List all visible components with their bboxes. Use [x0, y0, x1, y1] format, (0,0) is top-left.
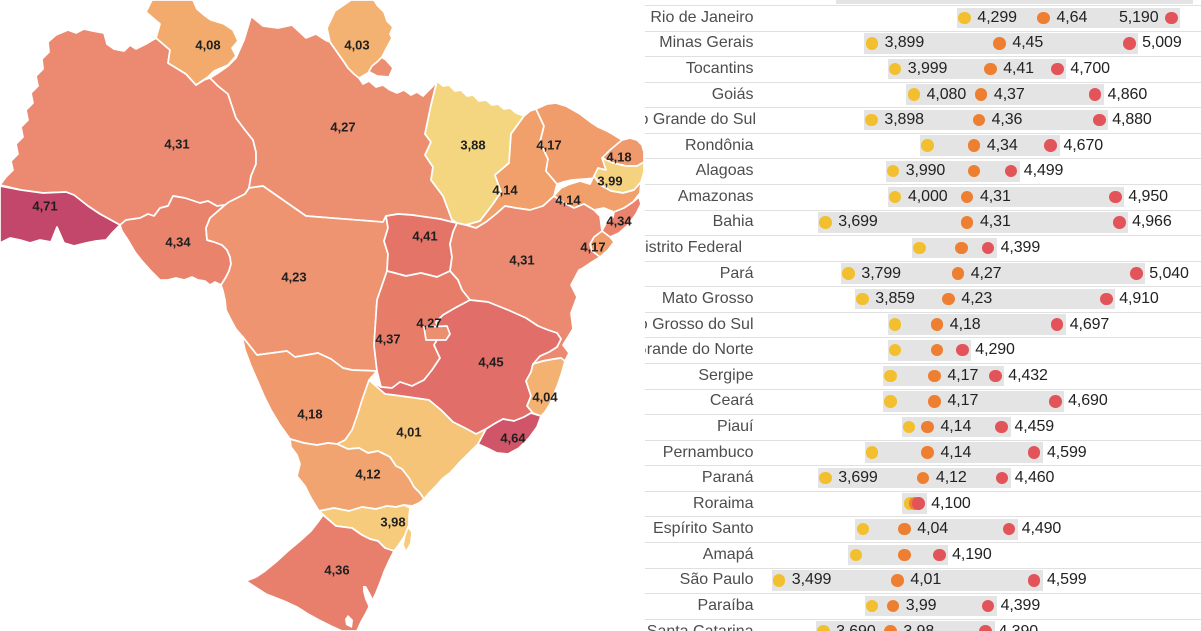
svg-text:4,01: 4,01	[396, 425, 421, 440]
svg-text:4,37: 4,37	[375, 332, 400, 347]
svg-text:4,36: 4,36	[324, 563, 349, 578]
svg-text:4,41: 4,41	[412, 229, 437, 244]
svg-text:4,27: 4,27	[416, 316, 441, 331]
svg-text:4,18: 4,18	[297, 407, 322, 422]
svg-text:4,64: 4,64	[500, 431, 526, 446]
svg-text:3,88: 3,88	[460, 138, 485, 153]
svg-text:4,12: 4,12	[355, 467, 380, 482]
svg-text:4,17: 4,17	[580, 240, 605, 255]
svg-text:3,99: 3,99	[597, 174, 622, 189]
svg-text:4,71: 4,71	[32, 199, 57, 214]
svg-text:4,31: 4,31	[509, 253, 534, 268]
svg-text:4,34: 4,34	[165, 235, 191, 250]
svg-text:4,08: 4,08	[195, 38, 220, 53]
svg-text:4,04: 4,04	[532, 390, 558, 405]
svg-text:4,14: 4,14	[492, 183, 518, 198]
svg-text:4,31: 4,31	[164, 137, 189, 152]
svg-text:4,34: 4,34	[606, 214, 632, 229]
svg-text:4,45: 4,45	[478, 355, 503, 370]
svg-text:4,03: 4,03	[344, 38, 369, 53]
svg-text:4,17: 4,17	[536, 138, 561, 153]
svg-text:4,27: 4,27	[330, 120, 355, 135]
svg-text:4,18: 4,18	[606, 150, 631, 165]
svg-text:4,14: 4,14	[555, 193, 581, 208]
svg-text:3,98: 3,98	[380, 515, 405, 530]
svg-text:4,23: 4,23	[281, 270, 306, 285]
